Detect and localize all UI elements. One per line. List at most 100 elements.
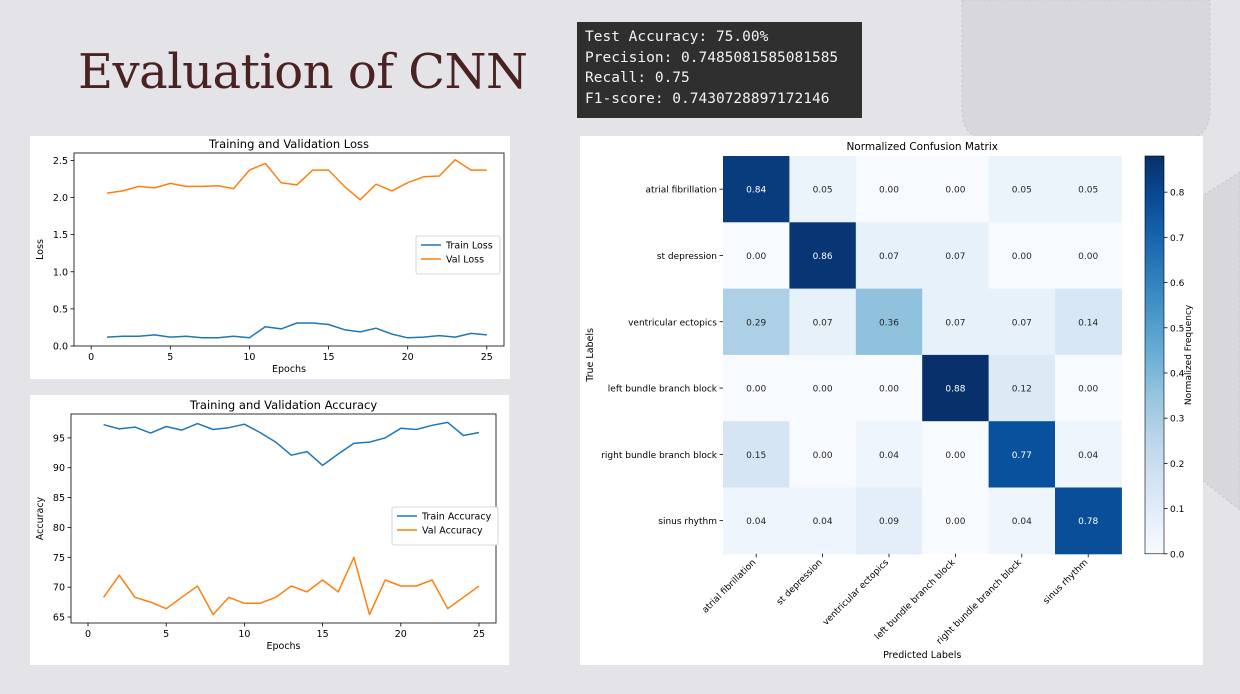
cell-value-label: 0.84 (746, 186, 766, 196)
colorbar (1144, 155, 1165, 555)
cell-value-label: 0.07 (945, 252, 965, 262)
x-tick-label: atrial fibrillation (701, 558, 759, 616)
cell-value-label: 0.15 (746, 451, 766, 461)
confusion-matrix-panel: Normalized Confusion Matrix 0.84 0.05 0.00 0… (580, 136, 1203, 665)
cell-value-label: 0.07 (945, 318, 965, 328)
heatmap-cell (922, 421, 990, 488)
heatmap-cell (1055, 421, 1122, 488)
cell-value-label: 0.29 (746, 318, 766, 328)
heatmap-cell (988, 288, 1056, 356)
confusion-matrix-chart: Normalized Confusion Matrix 0.84 0.05 0.00 0… (585, 141, 1194, 661)
metric-test-accuracy: Test Accuracy: 75.00% (585, 29, 769, 45)
chart-title: Normalized Confusion Matrix (846, 141, 998, 153)
heatmap-cell (789, 487, 857, 555)
colorbar-tick-label: 0.5 (1170, 324, 1184, 334)
heatmap-cell (1055, 354, 1122, 422)
heatmap-cell (988, 487, 1056, 555)
y-tick-label: 1.0 (53, 267, 68, 278)
metrics-output-box: Test Accuracy: 75.00% Precision: 0.74850… (577, 22, 862, 118)
cell-value-label: 0.86 (813, 252, 833, 262)
cell-value-label: 0.07 (1012, 318, 1032, 328)
y-tick-label: 70 (53, 583, 65, 594)
heatmap-cell (789, 288, 857, 356)
cell-value-label: 0.05 (1078, 186, 1098, 196)
heatmap-cell (1055, 487, 1122, 555)
cell-value-label: 0.00 (879, 385, 899, 395)
x-tick-label: 15 (323, 352, 335, 363)
chart-title: Training and Validation Accuracy (189, 398, 377, 412)
x-tick-label: 0 (85, 629, 91, 640)
heatmap-cell (789, 354, 857, 422)
colorbar-tick-label: 0.3 (1170, 415, 1184, 425)
heatmap-cell (988, 354, 1056, 422)
y-tick-label: 0.0 (53, 342, 68, 353)
heatmap-cell (789, 222, 857, 290)
background-hexagon-shape (1201, 171, 1240, 511)
metric-f1-score: F1-score: 0.7430728897172146 (585, 90, 830, 107)
colorbar-tick-label: 0.2 (1170, 460, 1184, 470)
y-tick-label: 2.0 (53, 193, 68, 204)
heatmap-cell (988, 222, 1056, 290)
heatmap-cell (855, 487, 923, 555)
cell-value-label: 0.07 (879, 252, 899, 262)
y-tick-label: 95 (53, 433, 65, 444)
colorbar-label: Normalized Frequency (1184, 304, 1194, 405)
x-tick-label: ventricular ectopics (821, 558, 891, 628)
y-tick-label: 65 (53, 613, 65, 624)
heatmap-cell (789, 156, 857, 223)
heatmap-cell (723, 288, 790, 356)
legend-box (391, 506, 499, 546)
heatmap-cell (723, 354, 790, 422)
loss-chart-panel: Training and Validation Loss 0 5 10 15 20 25 0.… (30, 136, 510, 379)
y-tick-label: 80 (53, 523, 65, 534)
series-line-train-loss (106, 322, 487, 339)
cell-value-label: 0.04 (813, 517, 833, 527)
x-axis-label: Epochs (266, 641, 300, 652)
cell-value-label: 0.14 (1078, 318, 1098, 328)
cell-value-label: 0.00 (945, 451, 965, 461)
y-tick-label: 2.5 (53, 156, 68, 167)
page-title: Evaluation of CNN (78, 44, 528, 100)
y-tick-label: 0.5 (53, 304, 68, 315)
heatmap-cell (988, 156, 1056, 223)
heatmap-cell (922, 222, 990, 290)
colorbar-tick-label: 0.7 (1170, 234, 1184, 244)
cell-value-label: 0.00 (813, 451, 833, 461)
y-axis-label: Accuracy (35, 496, 46, 540)
heatmap-cell (855, 421, 923, 488)
colorbar-tick-label: 0.6 (1170, 279, 1185, 289)
colorbar-tick-label: 0.4 (1170, 369, 1185, 379)
colorbar-tick-label: 0.8 (1170, 189, 1185, 199)
heatmap-cell (922, 288, 990, 356)
heatmap-cell (1055, 156, 1122, 223)
x-tick-label: 0 (88, 352, 94, 363)
heatmap-cell (922, 487, 990, 555)
cell-value-label: 0.07 (813, 318, 833, 328)
plot-frame (73, 152, 505, 347)
heatmap-cell (1055, 222, 1122, 290)
heatmap-cell (988, 421, 1056, 488)
y-tick-label: sinus rhythm (658, 517, 717, 527)
cell-value-label: 0.04 (1078, 451, 1098, 461)
chart-title: Training and Validation Loss (208, 137, 369, 151)
x-tick-label: 5 (163, 629, 169, 640)
series-line-val-accuracy (102, 556, 480, 616)
cell-value-label: 0.00 (945, 186, 965, 196)
metric-recall: Recall: 0.75 (585, 70, 690, 86)
y-tick-label: 90 (53, 463, 65, 474)
heatmap-cell (855, 222, 923, 290)
heatmap-cell (789, 421, 857, 488)
y-tick-label: 85 (53, 493, 65, 504)
x-tick-label: 10 (238, 629, 250, 640)
background-rounded-shape (961, 0, 1211, 141)
cell-value-label: 0.88 (945, 385, 965, 395)
cell-value-label: 0.00 (813, 385, 833, 395)
cell-value-label: 0.04 (1012, 517, 1032, 527)
series-line-train-accuracy (103, 421, 480, 467)
y-axis-label: True Labels (585, 328, 596, 383)
cell-value-label: 0.04 (746, 517, 766, 527)
cell-value-label: 0.00 (746, 385, 766, 395)
legend-entry: Val Accuracy (422, 526, 483, 537)
x-axis-label: Epochs (272, 364, 306, 375)
y-tick-label: left bundle branch block (608, 385, 718, 395)
